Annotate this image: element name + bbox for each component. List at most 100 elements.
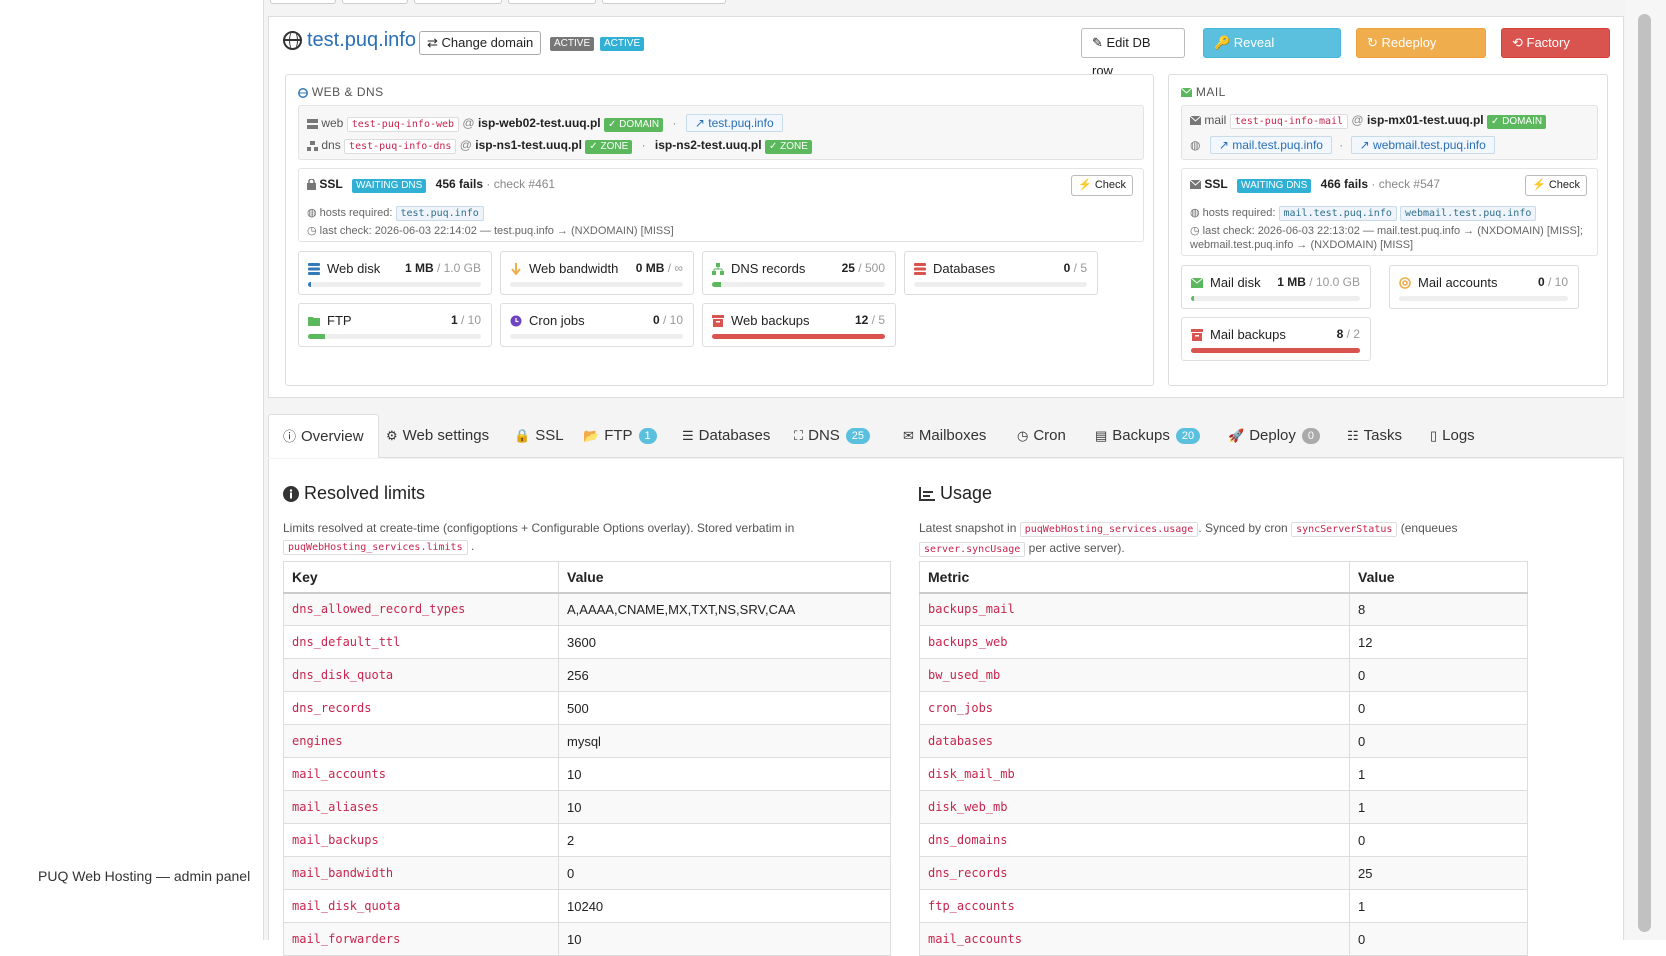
tab-overview[interactable]: ⓘ Overview (268, 414, 379, 458)
col-value: Value (1349, 561, 1528, 594)
clock-icon: ◷ (1190, 225, 1200, 237)
row-value: 0 (1349, 724, 1528, 758)
row-value: 12 (1349, 625, 1528, 659)
quota-name: Mail disk (1210, 275, 1261, 290)
left-column: PUQ Web Hosting — admin panel (0, 0, 262, 940)
quota-name: FTP (327, 313, 352, 328)
tab-label: Logs (1442, 427, 1475, 444)
web-label: web (321, 116, 344, 130)
ssl-check-button[interactable]: ⚡ Check (1525, 175, 1587, 196)
scrollbar-thumb[interactable] (1638, 14, 1651, 932)
ssl-status-badge: WAITING DNS (352, 179, 427, 193)
row-key: engines (283, 724, 559, 758)
redeploy-service-button[interactable]: ↻ Redeploy service (1356, 28, 1486, 78)
quota-name: Cron jobs (529, 313, 585, 328)
row-value: 1 (1349, 889, 1528, 923)
ssl-check-number: · check #461 (486, 177, 556, 191)
web-link[interactable]: ↗ test.puq.info (685, 114, 783, 132)
factory-reset-button[interactable]: ⟲ Factory reset (1501, 28, 1610, 78)
table-row: mail_backups 2 (283, 823, 891, 857)
tab-count-badge: 1 (638, 428, 657, 444)
ssl-label: SSL (319, 177, 343, 191)
tab-cron[interactable]: ◷ Cron (1003, 414, 1080, 458)
top-tab[interactable] (270, 0, 336, 4)
tab-databases[interactable]: ☰ Databases (668, 414, 784, 458)
hosts-required-label: hosts required: (1202, 207, 1276, 219)
zone-badge: ✓ ZONE (764, 140, 812, 154)
reveal-credentials-button[interactable]: 🔑 Reveal credentials (1203, 28, 1341, 78)
tasks-icon: ☷ (1347, 428, 1359, 443)
row-value: 1 (1349, 790, 1528, 824)
sitemap-icon (307, 140, 318, 151)
quota-card: Cron jobs 0 / 10 (500, 303, 694, 347)
quota-value: 1 MB / 1.0 GB (404, 261, 481, 275)
tab-logs[interactable]: ▯ Logs (1416, 414, 1489, 458)
tab-count-badge: 0 (1301, 428, 1321, 444)
tab-mailboxes[interactable]: ✉ Mailboxes (889, 414, 1000, 458)
row-key: mail_bandwidth (283, 856, 559, 890)
top-tab[interactable] (414, 0, 502, 4)
area-chart-icon (919, 487, 935, 502)
edit-db-row-button[interactable]: ✎ Edit DB row (1081, 28, 1185, 78)
at-icon (1399, 277, 1411, 289)
envelope-icon (1190, 116, 1201, 126)
quota-value: 0 / 5 (1063, 261, 1087, 275)
quota-card: Web backups 12 / 5 (702, 303, 896, 347)
quota-progress (1399, 296, 1568, 301)
table-row: mail_disk_quota 10240 (283, 889, 891, 923)
table-row: dns_records 500 (283, 691, 891, 725)
tab-label: FTP (604, 427, 633, 444)
row-value: 10 (558, 757, 891, 791)
quota-card: Web bandwidth 0 MB / ∞ (500, 251, 694, 295)
row-value: 10 (558, 922, 891, 956)
tab-web-settings[interactable]: ⚙ Web settings (372, 414, 503, 458)
quota-name: DNS records (731, 261, 806, 276)
quota-value: 25 / 500 (841, 261, 885, 275)
quota-name: Web bandwidth (529, 261, 619, 276)
sitemap-icon (712, 263, 724, 275)
limits-heading: Resolved limits (283, 483, 425, 504)
tab-tasks[interactable]: ☷ Tasks (1333, 414, 1416, 458)
row-value: 10 (558, 790, 891, 824)
ssl-check-button[interactable]: ⚡ Check (1071, 175, 1133, 196)
ssl-label: SSL (1204, 177, 1228, 191)
tab-ssl[interactable]: 🔒 SSL (500, 414, 578, 458)
lock-icon (307, 179, 316, 191)
top-tab[interactable] (602, 0, 726, 4)
col-metric: Metric (919, 561, 1350, 594)
row-value: 0 (558, 856, 891, 890)
quota-value: 0 / 10 (652, 313, 683, 327)
table-row: dns_disk_quota 256 (283, 658, 891, 692)
tab-ftp[interactable]: 📂 FTP 1 (569, 414, 671, 458)
top-tab[interactable] (342, 0, 408, 4)
top-tab[interactable] (508, 0, 596, 4)
tab-deploy[interactable]: 🚀 Deploy 0 (1214, 414, 1334, 458)
last-check: last check: 2026-06-03 22:13:02 — mail.t… (1202, 225, 1583, 237)
quota-progress (510, 282, 683, 287)
mail-link[interactable]: ↗ mail.test.puq.info (1209, 136, 1332, 154)
quota-card: Mail accounts 0 / 10 (1389, 265, 1579, 309)
envelope-icon (1190, 180, 1201, 190)
web-server: isp-web02-test.uuq.pl (477, 116, 601, 130)
host-code: test.puq.info (395, 206, 484, 221)
row-key: dns_disk_quota (283, 658, 559, 692)
tab-dns[interactable]: ⛶ DNS 25 (780, 414, 884, 458)
scrollbar[interactable] (1626, 0, 1666, 940)
table-row: dns_records 25 (919, 856, 1528, 890)
ssl-fails: 466 fails (1320, 177, 1369, 191)
change-domain-button[interactable]: ⇄ Change domain (419, 31, 542, 55)
web-code: test-puq-info-web (346, 117, 460, 132)
table-row: mail_accounts 0 (919, 922, 1528, 956)
row-value: 10240 (558, 889, 891, 923)
domain-title[interactable]: test.puq.info (307, 29, 416, 51)
sitemap-icon: ⛶ (794, 428, 804, 443)
webmail-link[interactable]: ↗ webmail.test.puq.info (1350, 136, 1495, 154)
archive-icon: ▤ (1095, 428, 1108, 443)
quota-value: 8 / 2 (1336, 327, 1360, 341)
table-row: dns_default_ttl 3600 (283, 625, 891, 659)
quota-progress (510, 334, 683, 339)
database-icon (914, 263, 926, 275)
tab-backups[interactable]: ▤ Backups 20 (1081, 414, 1214, 458)
table-row: mail_aliases 10 (283, 790, 891, 824)
folder-icon: 📂 (583, 428, 600, 443)
